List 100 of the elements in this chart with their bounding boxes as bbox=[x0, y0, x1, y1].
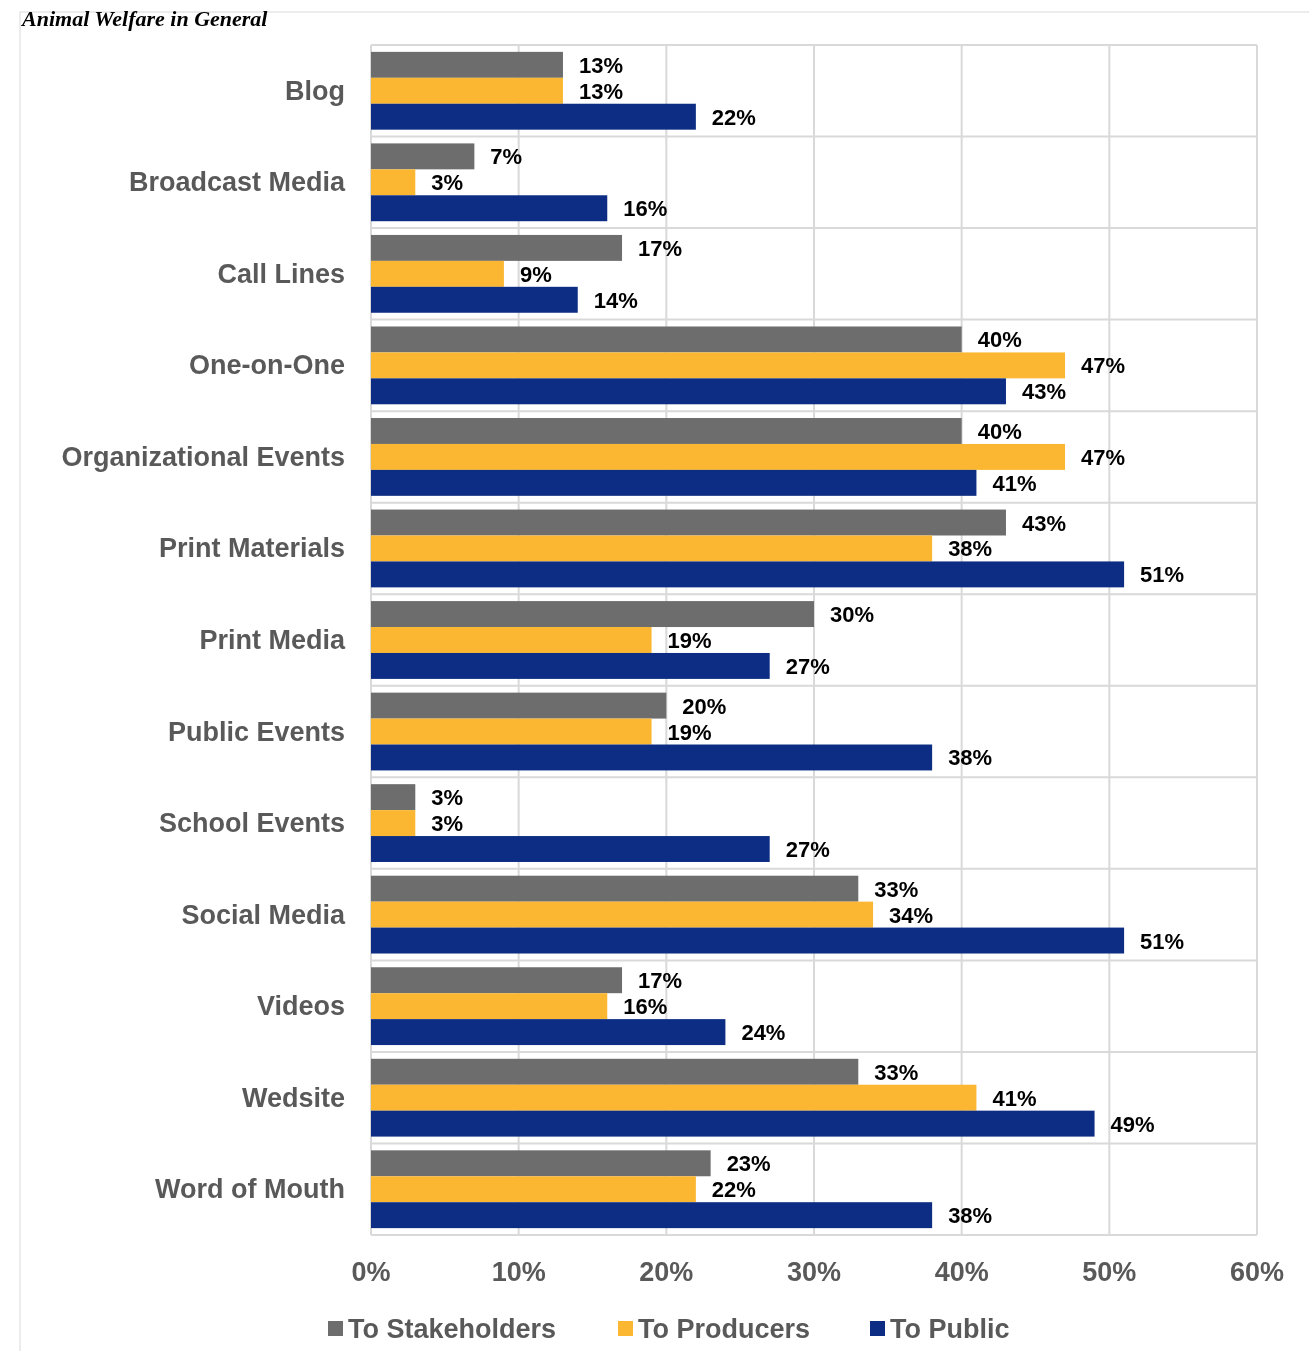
bar bbox=[371, 195, 608, 222]
bar bbox=[371, 561, 1125, 588]
data-label: 22% bbox=[711, 104, 756, 130]
data-label: 43% bbox=[1021, 379, 1067, 405]
bar bbox=[371, 260, 504, 287]
data-label: 9% bbox=[519, 261, 552, 287]
data-label: 13% bbox=[578, 52, 624, 78]
y-tick-label: Call Lines bbox=[217, 258, 345, 289]
y-tick-label: Organizational Events bbox=[61, 441, 345, 472]
data-label: 38% bbox=[948, 745, 993, 771]
bar bbox=[371, 993, 608, 1020]
bar bbox=[371, 1150, 711, 1177]
bar bbox=[371, 234, 623, 261]
x-tick-label: 10% bbox=[491, 1257, 546, 1287]
data-label: 16% bbox=[623, 196, 668, 222]
bar bbox=[371, 967, 623, 994]
data-label: 49% bbox=[1110, 1111, 1155, 1137]
bar bbox=[371, 901, 874, 928]
bar bbox=[371, 443, 1066, 470]
bar bbox=[371, 1110, 1095, 1137]
data-label: 33% bbox=[874, 1059, 919, 1085]
data-label: 3% bbox=[431, 785, 464, 811]
x-tick-label: 60% bbox=[1229, 1257, 1285, 1287]
y-tick-label: Word of Mouth bbox=[155, 1174, 345, 1205]
x-tick-label: 40% bbox=[934, 1257, 989, 1287]
y-tick-label: Social Media bbox=[181, 899, 346, 930]
data-label: 40% bbox=[977, 418, 1022, 444]
data-label: 38% bbox=[948, 536, 993, 562]
data-label: 13% bbox=[578, 78, 624, 104]
bar bbox=[371, 469, 977, 496]
text: Animal Welfare in General bbox=[20, 6, 269, 31]
data-label: 34% bbox=[889, 902, 934, 928]
data-label: 3% bbox=[431, 170, 464, 196]
data-label: 22% bbox=[711, 1177, 756, 1203]
bar bbox=[371, 286, 578, 313]
data-label: 38% bbox=[948, 1203, 993, 1229]
data-label: 51% bbox=[1140, 562, 1185, 588]
data-label: 40% bbox=[977, 327, 1022, 353]
bar bbox=[371, 1058, 859, 1085]
data-label: 14% bbox=[593, 287, 638, 313]
data-label: 41% bbox=[992, 470, 1037, 496]
bar bbox=[371, 601, 814, 628]
bar bbox=[371, 143, 475, 170]
y-tick-label: Print Materials bbox=[158, 533, 345, 564]
data-label: 23% bbox=[726, 1151, 771, 1177]
bar bbox=[371, 1202, 933, 1229]
bar bbox=[371, 718, 652, 745]
legend-label: To Stakeholders bbox=[348, 1314, 557, 1344]
bar bbox=[371, 784, 416, 811]
bar bbox=[371, 77, 563, 104]
bar bbox=[371, 875, 859, 902]
data-label: 3% bbox=[431, 811, 464, 837]
y-tick-label: Wedsite bbox=[241, 1082, 345, 1113]
bar bbox=[371, 652, 770, 679]
y-tick-label: Broadcast Media bbox=[128, 167, 346, 198]
bar bbox=[371, 1084, 977, 1111]
bar bbox=[371, 927, 1125, 954]
data-label: 27% bbox=[785, 653, 830, 679]
bar bbox=[371, 326, 962, 353]
bar bbox=[371, 810, 416, 837]
data-label: 16% bbox=[623, 994, 668, 1020]
y-tick-label: Videos bbox=[256, 991, 345, 1022]
bar bbox=[371, 744, 933, 771]
bar bbox=[371, 836, 770, 862]
bar bbox=[371, 352, 1066, 379]
data-label: 43% bbox=[1021, 510, 1067, 536]
bar bbox=[371, 1176, 696, 1203]
y-tick-label: Print Media bbox=[199, 625, 346, 655]
bar bbox=[371, 535, 933, 562]
y-tick-label: Public Events bbox=[167, 716, 345, 747]
data-label: 47% bbox=[1081, 444, 1126, 470]
bar bbox=[371, 103, 696, 130]
x-tick-label: 0% bbox=[351, 1257, 391, 1287]
data-label: 41% bbox=[992, 1085, 1037, 1111]
data-label: 51% bbox=[1140, 928, 1185, 954]
data-label: 30% bbox=[830, 602, 875, 628]
bar bbox=[371, 169, 416, 196]
data-label: 47% bbox=[1081, 353, 1126, 379]
data-label: 27% bbox=[785, 837, 830, 863]
data-label: 17% bbox=[638, 235, 683, 261]
data-label: 7% bbox=[490, 144, 523, 170]
data-label: 33% bbox=[874, 876, 919, 902]
legend-label: To Public bbox=[890, 1314, 1010, 1344]
data-label: 24% bbox=[741, 1020, 786, 1046]
data-label: 20% bbox=[682, 693, 727, 719]
bar bbox=[371, 418, 962, 444]
y-tick-label: School Events bbox=[158, 808, 345, 839]
x-tick-label: 20% bbox=[639, 1257, 694, 1287]
x-tick-label: 50% bbox=[1082, 1257, 1137, 1287]
bar bbox=[371, 1019, 726, 1046]
bar bbox=[371, 378, 1006, 405]
bar bbox=[371, 627, 652, 653]
legend-label: To Producers bbox=[638, 1314, 811, 1344]
y-tick-label: One-on-One bbox=[189, 350, 345, 381]
data-label: 17% bbox=[638, 968, 683, 994]
bar bbox=[371, 692, 667, 719]
y-tick-label: Blog bbox=[285, 75, 345, 106]
bar bbox=[371, 509, 1006, 536]
x-tick-label: 30% bbox=[786, 1257, 842, 1287]
bar bbox=[371, 51, 563, 78]
